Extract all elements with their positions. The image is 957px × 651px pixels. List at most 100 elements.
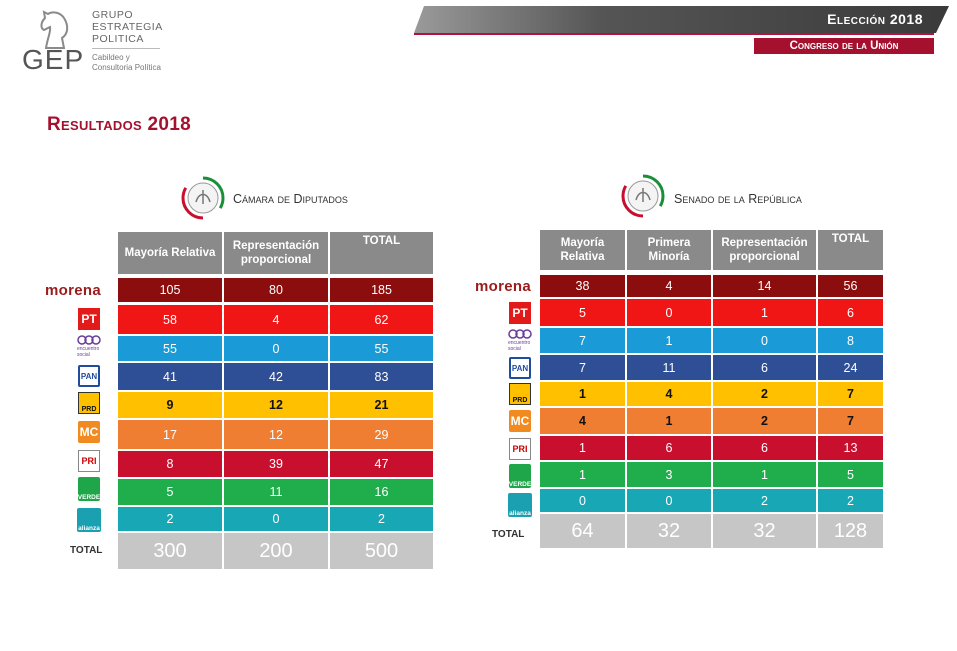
mexico-seal-icon [621, 174, 665, 218]
diputados-total-representacion: 200 [224, 533, 328, 569]
senado-cell-pt-3: 6 [818, 299, 883, 326]
party-pt-logo: PT [509, 299, 531, 327]
diputados-cell-pri-2: 47 [330, 451, 433, 477]
senado-cell-verde-3: 5 [818, 462, 883, 487]
senado-cell-pan-0: 7 [540, 355, 625, 380]
diputados-cell-mc-1: 12 [224, 420, 328, 449]
diputados-cell-morena-0: 105 [118, 278, 222, 302]
party-mc-logo: MC [509, 407, 531, 435]
senado-cell-mc-3: 7 [818, 408, 883, 434]
party-pes-logo: encuentro social [508, 327, 532, 353]
logo-tagline: Cabildeo y Consultoria Política [92, 53, 161, 72]
diputados-cell-pes-2: 55 [330, 336, 433, 361]
diputados-cell-prd-1: 12 [224, 392, 328, 418]
banner-divider [414, 33, 934, 35]
senado-title: Senado de la República [674, 192, 802, 206]
senado-cell-pes-0: 7 [540, 328, 625, 353]
party-pt-logo: PT [78, 305, 100, 333]
party-prd-logo: PRD [509, 380, 531, 408]
party-morena-logo: morena [45, 281, 101, 299]
party-prd-logo: PRD [78, 389, 100, 417]
senado-cell-pt-2: 1 [713, 299, 816, 326]
encuentro-social-icon [77, 335, 101, 345]
senado-cell-alianza-0: 0 [540, 489, 625, 512]
diputados-cell-verde-0: 5 [118, 479, 222, 505]
senado-cell-pt-1: 0 [627, 299, 711, 326]
senado-cell-alianza-3: 2 [818, 489, 883, 512]
header-banner [414, 6, 949, 33]
diputados-cell-pri-1: 39 [224, 451, 328, 477]
party-pri-logo: PRI [78, 447, 100, 475]
party-alianza-logo: alianza [76, 505, 102, 535]
senado-cell-verde-2: 1 [713, 462, 816, 487]
senado-cell-mc-2: 2 [713, 408, 816, 434]
senado-total-label: TOTAL [492, 529, 525, 540]
senado-cell-pes-1: 1 [627, 328, 711, 353]
party-verde-logo: VERDE [507, 461, 533, 491]
diputados-header-mayoria: Mayoría Relativa [118, 232, 222, 274]
diputados-header-total: TOTAL [330, 232, 433, 274]
senado-cell-verde-0: 1 [540, 462, 625, 487]
diputados-header-representacion: Representación proporcional [224, 232, 328, 274]
senado-cell-prd-1: 4 [627, 382, 711, 406]
diputados-cell-morena-1: 80 [224, 278, 328, 302]
diputados-cell-pan-1: 42 [224, 363, 328, 390]
page-title: Resultados 2018 [47, 114, 192, 135]
encuentro-social-icon [508, 329, 532, 339]
senado-header-primera-minoria: Primera Minoría [627, 230, 711, 270]
senado-header-total: TOTAL [818, 230, 883, 270]
party-pes-logo: encuentro social [77, 333, 101, 359]
diputados-cell-pan-2: 83 [330, 363, 433, 390]
diputados-total-mayoria: 300 [118, 533, 222, 569]
senado-total-representacion: 32 [713, 514, 816, 548]
chess-knight-icon [40, 10, 69, 49]
senado-cell-morena-1: 4 [627, 275, 711, 297]
senado-cell-alianza-2: 2 [713, 489, 816, 512]
logo-name: GRUPO ESTRATEGIA POLITICA [92, 9, 163, 45]
senado-header-representacion: Representación proporcional [713, 230, 816, 270]
senado-total-total: 128 [818, 514, 883, 548]
diputados-cell-alianza-2: 2 [330, 507, 433, 531]
diputados-cell-verde-2: 16 [330, 479, 433, 505]
party-verde-logo: VERDE [76, 474, 102, 504]
party-pan-logo: PAN [509, 354, 531, 382]
mexico-seal-icon [181, 176, 225, 220]
banner-title: Elección 2018 [827, 11, 923, 27]
senado-cell-pes-3: 8 [818, 328, 883, 353]
party-mc-logo: MC [78, 418, 100, 446]
diputados-cell-pt-0: 58 [118, 305, 222, 334]
senado-cell-prd-0: 1 [540, 382, 625, 406]
party-morena-logo: morena [475, 277, 531, 295]
senado-cell-verde-1: 3 [627, 462, 711, 487]
diputados-cell-prd-0: 9 [118, 392, 222, 418]
diputados-total-label: TOTAL [70, 545, 103, 556]
senado-cell-pt-0: 5 [540, 299, 625, 326]
logo-wordmark: GEP [22, 44, 85, 75]
diputados-cell-verde-1: 11 [224, 479, 328, 505]
senado-cell-pan-3: 24 [818, 355, 883, 380]
party-alianza-logo: alianza [507, 490, 533, 520]
senado-cell-prd-3: 7 [818, 382, 883, 406]
senado-cell-alianza-1: 0 [627, 489, 711, 512]
logo-divider [92, 48, 160, 49]
diputados-cell-pes-0: 55 [118, 336, 222, 361]
senado-cell-mc-1: 1 [627, 408, 711, 434]
senado-cell-pan-1: 11 [627, 355, 711, 380]
diputados-cell-morena-2: 185 [330, 278, 433, 302]
diputados-cell-prd-2: 21 [330, 392, 433, 418]
diputados-cell-alianza-0: 2 [118, 507, 222, 531]
diputados-cell-mc-0: 17 [118, 420, 222, 449]
senado-total-mayoria: 64 [540, 514, 625, 548]
diputados-cell-pes-1: 0 [224, 336, 328, 361]
senado-cell-pan-2: 6 [713, 355, 816, 380]
diputados-title: Cámara de Diputados [233, 192, 348, 206]
diputados-cell-pan-0: 41 [118, 363, 222, 390]
senado-cell-morena-3: 56 [818, 275, 883, 297]
senado-cell-morena-2: 14 [713, 275, 816, 297]
senado-cell-pri-2: 6 [713, 436, 816, 460]
senado-total-primera-minoria: 32 [627, 514, 711, 548]
senado-cell-pri-0: 1 [540, 436, 625, 460]
diputados-cell-pt-1: 4 [224, 305, 328, 334]
senado-cell-prd-2: 2 [713, 382, 816, 406]
diputados-cell-mc-2: 29 [330, 420, 433, 449]
